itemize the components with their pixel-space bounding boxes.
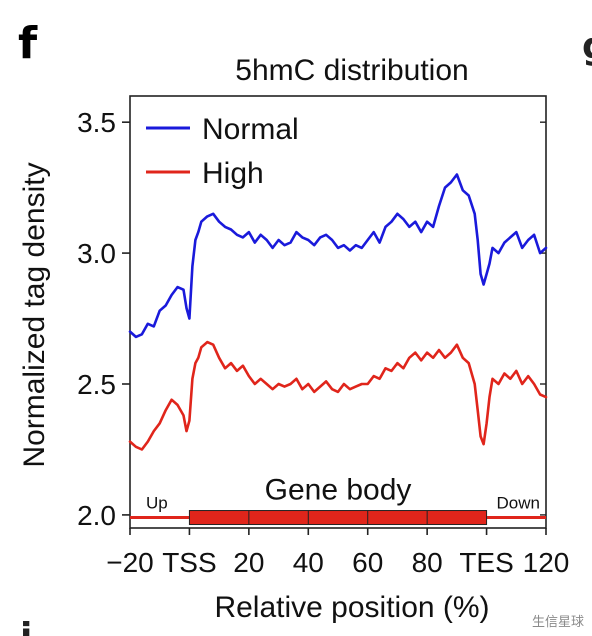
plot-frame <box>129 95 547 529</box>
series-line-normal <box>128 173 548 339</box>
watermark-text: 生信星球 <box>531 615 584 630</box>
gene-body-bar <box>188 510 488 526</box>
x-tick-label: TSS <box>162 547 216 578</box>
x-tick-label: 80 <box>412 547 443 578</box>
x-axis-label: Relative position (%) <box>214 591 489 624</box>
x-tick-label: −20 <box>106 547 154 578</box>
y-tick-label: 2.5 <box>77 369 116 400</box>
x-tick-label: 20 <box>233 547 264 578</box>
x-tick-label: TES <box>459 547 513 578</box>
y-axis-label: Normalized tag density <box>18 162 51 467</box>
chart-title: 5hmC distribution <box>235 54 468 87</box>
upstream-label: Up <box>146 494 168 513</box>
y-tick-label: 2.0 <box>77 500 116 531</box>
plot-area: 2.0 2.5 3.0 3.5 −20 TSS 20 40 60 80 TES 120 Up Gene b… <box>77 95 570 578</box>
y-tick-label: 3.5 <box>77 107 116 138</box>
legend-label: High <box>202 157 264 190</box>
series-line-high <box>128 340 548 451</box>
next-panel-letter: g <box>582 26 592 67</box>
panel-letter: f <box>18 18 38 69</box>
x-tick-label: 120 <box>523 547 570 578</box>
gene-body-label: Gene body <box>265 474 412 507</box>
legend-label: Normal <box>202 113 299 146</box>
downstream-label: Down <box>497 494 540 513</box>
below-panel-letter: i <box>20 616 32 636</box>
x-tick-label: 60 <box>352 547 383 578</box>
x-tick-label: 40 <box>293 547 324 578</box>
y-tick-label: 3.0 <box>77 238 116 269</box>
